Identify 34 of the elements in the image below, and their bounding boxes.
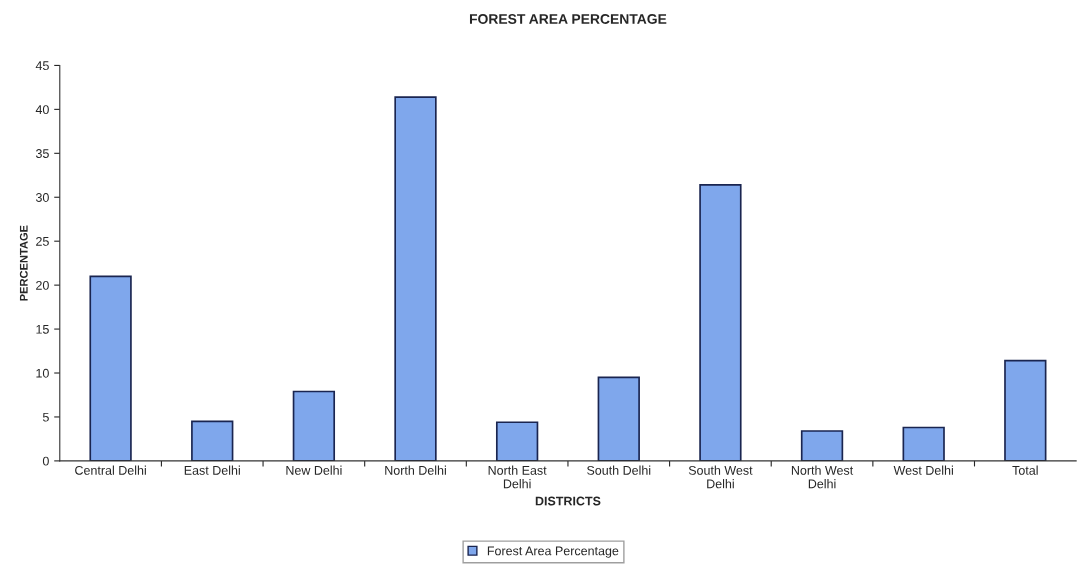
bar [902,426,945,461]
bar [191,420,234,461]
bar [1004,359,1047,461]
y-tick-label: 10 [36,368,49,378]
y-tick-label: 45 [35,61,49,71]
y-tick-label: 30 [35,193,49,202]
x-tick-label: North West Delhi [791,465,854,489]
y-tick-label: 35 [35,149,49,158]
x-tick-label: South Delhi [587,465,651,475]
bar [292,390,336,461]
chart-title: FOREST AREA PERCENTAGE [469,14,667,24]
x-tick-label: New Delhi [286,465,342,475]
x-tick-label: North Delhi [385,465,446,475]
bar [699,184,742,461]
x-tick-label: Total [1012,465,1038,475]
x-tick-label: South West Delhi [688,465,753,489]
x-tick-label: North East Delhi [488,465,547,489]
bar [394,96,437,461]
bar [89,275,132,461]
x-tick-label: West Delhi [893,465,953,475]
y-tick-label: 0 [42,456,49,466]
y-axis-title: PERCENTAGE [19,225,28,301]
bar [597,376,640,461]
x-tick-label: Central Delhi [75,465,146,475]
y-tick-label: 15 [36,325,49,334]
y-tick-label: 40 [35,105,49,115]
y-tick-label: 20 [36,280,49,290]
y-tick-label: 25 [36,236,49,246]
bar [495,421,539,461]
y-tick-label: 5 [42,412,49,422]
bar [800,430,844,461]
x-tick-label: East Delhi [184,465,240,475]
legend-label: Forest Area Percentage [487,546,619,558]
x-axis-title: DISTRICTS [535,496,601,506]
